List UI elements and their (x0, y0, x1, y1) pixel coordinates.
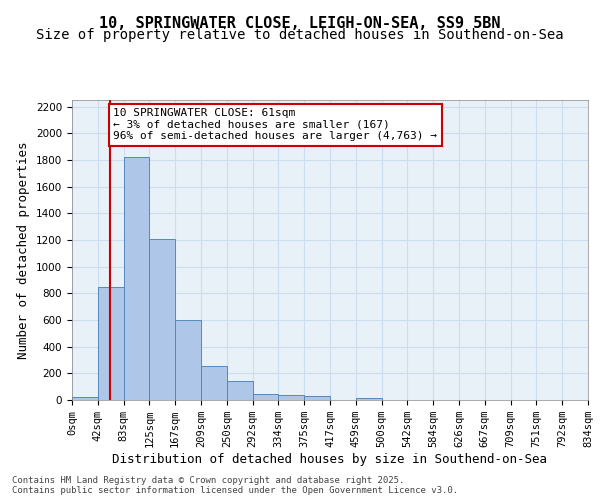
Y-axis label: Number of detached properties: Number of detached properties (17, 141, 31, 359)
Bar (278, 394, 304, 400)
Bar (356, 398, 382, 400)
Bar (175, 320, 201, 400)
X-axis label: Distribution of detached houses by size in Southend-on-Sea: Distribution of detached houses by size … (113, 453, 548, 466)
Text: 10 SPRINGWATER CLOSE: 61sqm
← 3% of detached houses are smaller (167)
96% of sem: 10 SPRINGWATER CLOSE: 61sqm ← 3% of deta… (113, 108, 437, 141)
Bar (72, 398, 98, 400)
Bar (253, 394, 278, 400)
Bar (227, 382, 253, 400)
Text: Contains HM Land Registry data © Crown copyright and database right 2025.
Contai: Contains HM Land Registry data © Crown c… (12, 476, 458, 495)
Bar (124, 158, 149, 400)
Bar (304, 396, 330, 400)
Bar (201, 366, 227, 400)
Text: Size of property relative to detached houses in Southend-on-Sea: Size of property relative to detached ho… (36, 28, 564, 42)
Bar (98, 288, 124, 400)
Bar (149, 238, 175, 400)
Text: 10, SPRINGWATER CLOSE, LEIGH-ON-SEA, SS9 5BN: 10, SPRINGWATER CLOSE, LEIGH-ON-SEA, SS9… (99, 16, 501, 31)
